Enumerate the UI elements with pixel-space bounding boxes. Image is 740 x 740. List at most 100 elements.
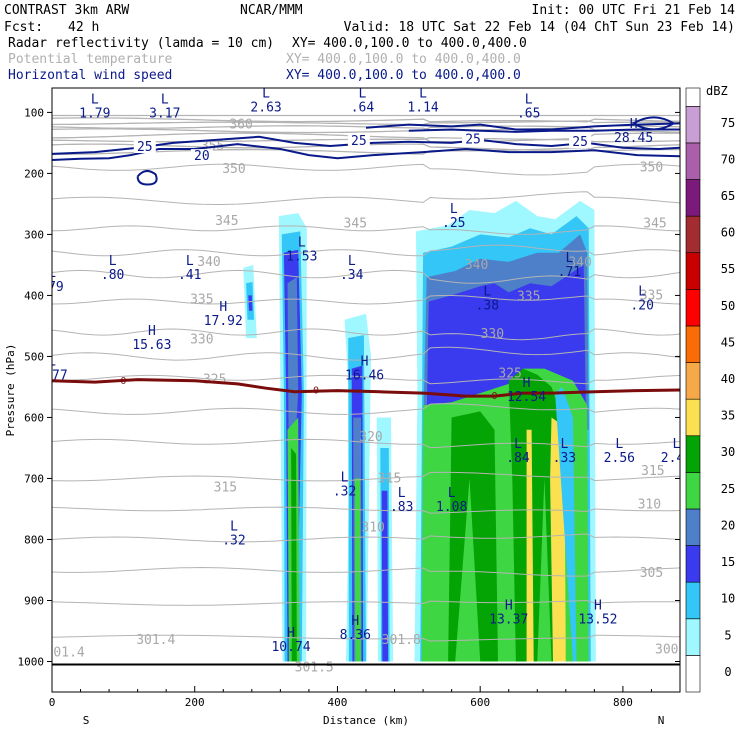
wind-contour-label-2: 25 bbox=[351, 134, 367, 149]
wind-label-bg-0 bbox=[133, 140, 156, 154]
theta-label-14: 330 bbox=[481, 327, 504, 342]
extrema-kind-21: L bbox=[514, 437, 522, 452]
theta-label-13: 330 bbox=[190, 332, 213, 347]
extrema-kind-7: L bbox=[450, 202, 458, 217]
y-tick-label-900: 900 bbox=[24, 594, 44, 607]
theta-label-5: 345 bbox=[344, 216, 367, 231]
chart-header: CONTRAST 3km ARW NCAR/MMM Init: 00 UTC F… bbox=[4, 3, 735, 83]
theta-line-12 bbox=[52, 244, 680, 257]
colorbar-box-0 bbox=[685, 655, 701, 693]
extrema-value-5: .65 bbox=[517, 106, 540, 121]
y-tick-label-700: 700 bbox=[24, 472, 44, 485]
x-axis: 0 200 400 600 800 bbox=[49, 686, 681, 709]
theta-line-20 bbox=[52, 471, 680, 482]
y-tick-label-200: 200 bbox=[24, 167, 44, 180]
extrema-kind-31: H bbox=[287, 626, 295, 641]
extrema-kind-14: L bbox=[483, 285, 491, 300]
colorbar-box-50 bbox=[685, 289, 701, 327]
wind-label-bg-2 bbox=[347, 133, 370, 147]
theta-line-19 bbox=[52, 438, 680, 449]
colorbar-box-5 bbox=[685, 618, 701, 656]
extrema-value-23: 2.56 bbox=[604, 451, 635, 466]
wind-contour-0 bbox=[52, 135, 680, 155]
theta-label-22: 310 bbox=[638, 498, 661, 513]
theta-line-2 bbox=[52, 120, 680, 126]
theta-line-16 bbox=[52, 346, 680, 361]
theta-line-25 bbox=[52, 634, 680, 642]
extrema-value-25: .32 bbox=[333, 485, 356, 500]
theta-line-10 bbox=[52, 191, 680, 205]
fcst-value: 42 h bbox=[68, 20, 99, 35]
extrema-kind-29: H bbox=[505, 599, 513, 614]
theta-line-17 bbox=[52, 374, 680, 385]
extrema-kind-27: L bbox=[448, 486, 456, 501]
theta-label-2: 350 bbox=[222, 162, 245, 177]
colorbar: dBZ 0 5 10 15 20 25 30 35 40 45 50 55 60 65 70 75 bbox=[685, 84, 735, 693]
colorbar-label-30: 30 bbox=[721, 445, 735, 459]
field-xy-reflectivity: XY= 400.0,100.0 to 400.0,400.0 bbox=[292, 36, 527, 51]
extrema-value-29: 13.37 bbox=[489, 613, 528, 628]
y-tick-label-800: 800 bbox=[24, 533, 44, 546]
extrema-kind-10: L bbox=[186, 254, 194, 269]
colorbar-label-40: 40 bbox=[721, 372, 735, 386]
theta-label-17: 320 bbox=[359, 430, 382, 445]
extrema-kind-30: H bbox=[594, 599, 602, 614]
extrema-kind-8: L bbox=[298, 236, 306, 251]
extrema-kind-20: H bbox=[523, 376, 531, 391]
colorbar-box-30 bbox=[685, 435, 701, 473]
extrema-value-18: 16.46 bbox=[345, 369, 384, 384]
theta-label-12: 335 bbox=[640, 288, 663, 303]
extrema-kind-25: L bbox=[341, 471, 349, 486]
theta-label-20: 315 bbox=[641, 464, 664, 479]
colorbar-label-10: 10 bbox=[721, 592, 735, 606]
x-axis-north-label: N bbox=[658, 714, 665, 727]
extrema-kind-12: L bbox=[565, 251, 573, 266]
extrema-kind-16: H bbox=[219, 300, 227, 315]
extrema-kind-23: L bbox=[615, 437, 623, 452]
y-tick-label-1000: 1000 bbox=[18, 655, 45, 668]
wind-speed-contours: 25 20 25 25 25 bbox=[52, 116, 680, 186]
extrema-value-19: 1.77 bbox=[36, 369, 67, 384]
freezing-level-line bbox=[52, 378, 680, 398]
field-xy-wind: XY= 400.0,100.0 to 400.0,400.0 bbox=[286, 68, 521, 83]
surface-theta-label-0: 01.4 bbox=[53, 645, 84, 660]
extrema-kind-26: L bbox=[398, 486, 406, 501]
theta-label-3: 350 bbox=[640, 160, 663, 175]
theta-label-9: 340 bbox=[568, 255, 591, 270]
wind-contour-max bbox=[633, 116, 676, 131]
extrema-value-20: 12.54 bbox=[507, 390, 546, 405]
theta-line-15 bbox=[52, 328, 680, 341]
reflectivity-cell-4-level-7-8 bbox=[526, 429, 534, 662]
theta-label-7: 340 bbox=[197, 255, 220, 270]
extrema-kind-4: L bbox=[419, 86, 427, 101]
colorbar-box-40 bbox=[685, 362, 701, 400]
extrema-kind-24: L bbox=[673, 437, 681, 452]
colorbar-label-50: 50 bbox=[721, 299, 735, 313]
extrema-value-11: .34 bbox=[340, 268, 364, 283]
extrema-value-2: 2.63 bbox=[250, 100, 281, 115]
extrema-kind-28: L bbox=[230, 519, 238, 534]
theta-line-4 bbox=[52, 125, 680, 134]
colorbar-label-0: 0 bbox=[724, 665, 731, 679]
theta-line-18 bbox=[52, 403, 680, 415]
surface-theta-label-4: 301.5 bbox=[295, 661, 334, 676]
y-axis-label: Pressure (hPa) bbox=[4, 344, 17, 437]
field-name-theta: Potential temperature bbox=[8, 52, 173, 67]
colorbar-box-70 bbox=[685, 142, 701, 180]
theta-line-23 bbox=[52, 566, 680, 577]
colorbar-label-5: 5 bbox=[724, 628, 731, 642]
extrema-value-15: .20 bbox=[630, 299, 653, 314]
colorbar-box-20 bbox=[685, 508, 701, 546]
reflectivity-cell-2-level-5-4 bbox=[354, 478, 361, 662]
colorbar-label-20: 20 bbox=[721, 518, 735, 532]
reflectivity-cell-3-level-3-2 bbox=[381, 490, 389, 662]
extrema-kind-5: L bbox=[525, 92, 533, 107]
colorbar-box-35 bbox=[685, 398, 701, 437]
theta-label-18: 315 bbox=[214, 481, 237, 496]
y-tick-label-600: 600 bbox=[24, 411, 44, 424]
reflectivity-layer bbox=[243, 200, 596, 662]
extrema-value-9: .80 bbox=[101, 268, 124, 283]
extrema-value-16: 17.92 bbox=[204, 314, 243, 329]
extrema-kind-6: H bbox=[630, 117, 638, 132]
extrema-kind-3: L bbox=[359, 86, 367, 101]
